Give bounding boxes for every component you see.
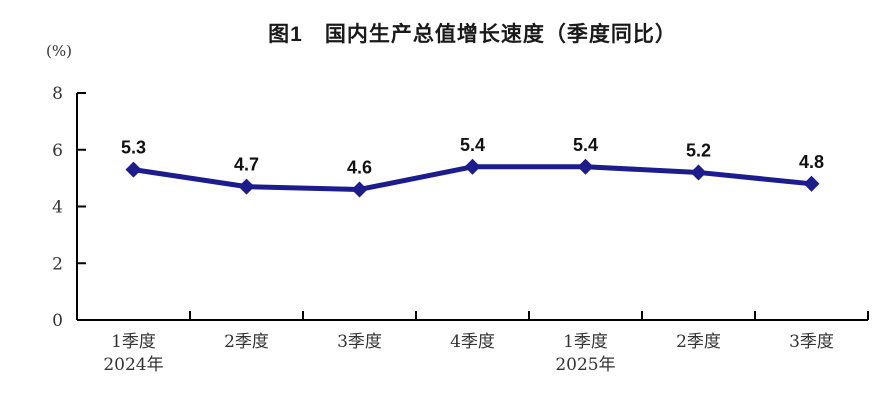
y-tick-label: 2 (52, 254, 63, 274)
y-axis-unit-label: (%) (46, 42, 72, 60)
x-tick-year-label: 2024年 (103, 355, 163, 375)
data-point-marker (125, 161, 142, 178)
x-tick-label: 2季度 (224, 332, 269, 352)
data-point-marker (577, 158, 594, 175)
data-point-value: 4.8 (799, 152, 824, 172)
x-tick-year-label: 2025年 (555, 355, 615, 375)
data-point-value: 4.7 (234, 155, 259, 175)
x-tick-label: 1季度 (563, 332, 608, 352)
data-point-marker (238, 178, 255, 195)
data-point-value: 5.4 (460, 135, 485, 155)
data-point-value: 5.3 (121, 138, 146, 158)
y-tick-label: 8 (52, 84, 63, 104)
y-tick-label: 6 (52, 141, 63, 161)
x-tick-label: 4季度 (450, 332, 495, 352)
data-point-value: 5.2 (686, 140, 711, 160)
x-tick-label: 1季度 (111, 332, 156, 352)
data-point-marker (690, 164, 707, 181)
data-point-value: 4.6 (347, 157, 372, 177)
x-tick-label: 3季度 (337, 332, 382, 352)
x-tick-label: 2季度 (676, 332, 721, 352)
data-point-marker (803, 175, 820, 192)
data-point-marker (351, 181, 368, 198)
y-tick-label: 4 (52, 198, 63, 218)
data-point-value: 5.4 (573, 135, 598, 155)
y-tick-label: 0 (52, 311, 63, 331)
chart-title: 图1 国内生产总值增长速度（季度同比） (268, 23, 677, 46)
x-tick-label: 3季度 (789, 332, 834, 352)
data-point-marker (464, 158, 481, 175)
